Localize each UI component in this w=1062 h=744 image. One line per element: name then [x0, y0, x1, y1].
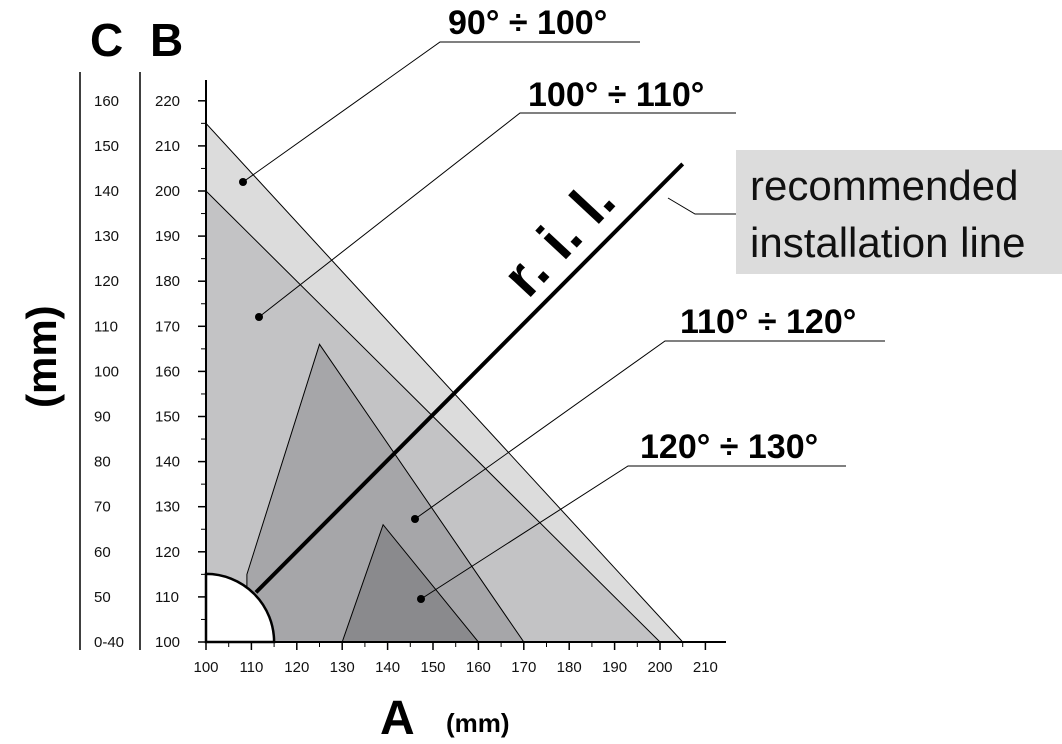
b-tick-label: 140 [155, 454, 180, 471]
b-tick-label: 200 [155, 183, 180, 200]
callout-line1: recommended [750, 162, 1018, 209]
x-tick-label: 210 [693, 659, 718, 676]
c-tick-label: 50 [94, 589, 111, 606]
b-axis-ticks: 100 110 120 130 140 150 160 170 180 190 200 210 220 [155, 93, 206, 651]
b-tick-label: 170 [155, 318, 180, 335]
y-unit-label: (mm) [18, 305, 65, 408]
b-tick-label: 100 [155, 634, 180, 651]
c-tick-label: 100 [94, 363, 119, 380]
label-120-130: 120° ÷ 130° [640, 428, 818, 466]
x-tick-label: 160 [466, 659, 491, 676]
b-axis-title: B [150, 14, 183, 66]
c-tick-label: 140 [94, 183, 119, 200]
b-tick-label: 220 [155, 93, 180, 110]
x-tick-label: 170 [511, 659, 536, 676]
x-tick-label: 140 [375, 659, 400, 676]
leader-120-130 [417, 465, 846, 603]
c-tick-label: 80 [94, 454, 111, 471]
hinge-clearance-arc [204, 572, 276, 644]
x-tick-label: 200 [647, 659, 672, 676]
x-axis-ticks: 100 110 120 130 140 150 160 170 180 190 200 210 [193, 642, 718, 676]
c-tick-label: 110 [94, 318, 118, 335]
callout-box [736, 150, 1062, 274]
x-tick-label: 180 [557, 659, 582, 676]
x-tick-label: 110 [239, 659, 263, 676]
c-tick-label: 160 [94, 93, 119, 110]
b-tick-label: 110 [155, 589, 179, 606]
callout-line2: installation line [750, 219, 1026, 266]
c-tick-label: 90 [94, 409, 111, 426]
label-90-100: 90° ÷ 100° [448, 4, 607, 42]
axes [79, 72, 726, 650]
b-tick-label: 150 [155, 409, 180, 426]
label-100-110: 100° ÷ 110° [528, 76, 704, 114]
x-tick-label: 130 [330, 659, 355, 676]
x-tick-label: 190 [602, 659, 627, 676]
c-tick-label: 60 [94, 544, 111, 561]
x-unit-label: (mm) [446, 708, 510, 738]
leader-90-100 [239, 41, 640, 186]
b-tick-label: 190 [155, 228, 180, 245]
b-tick-label: 130 [155, 499, 180, 516]
c-tick-label: 70 [94, 499, 111, 516]
b-tick-label: 120 [155, 544, 180, 561]
leader-100-110 [255, 112, 736, 321]
x-tick-label: 100 [193, 659, 218, 676]
b-tick-label: 210 [155, 138, 180, 155]
c-tick-label: 150 [94, 138, 119, 155]
callout-leader [667, 197, 736, 215]
x-tick-label: 150 [420, 659, 445, 676]
c-tick-label: 0-40 [94, 634, 124, 651]
c-axis-title: C [90, 14, 123, 66]
c-tick-label: 120 [94, 273, 119, 290]
b-tick-label: 160 [155, 363, 180, 380]
b-tick-label: 180 [155, 273, 180, 290]
c-axis-ticks: 0-40 50 60 70 80 90 100 110 120 130 140 150 160 [94, 93, 124, 651]
x-axis-title: A [380, 692, 415, 744]
leader-110-120 [411, 340, 885, 523]
recommended-installation-line [254, 162, 685, 594]
label-110-120: 110° ÷ 120° [680, 303, 856, 341]
x-tick-label: 120 [284, 659, 309, 676]
c-tick-label: 130 [94, 228, 119, 245]
